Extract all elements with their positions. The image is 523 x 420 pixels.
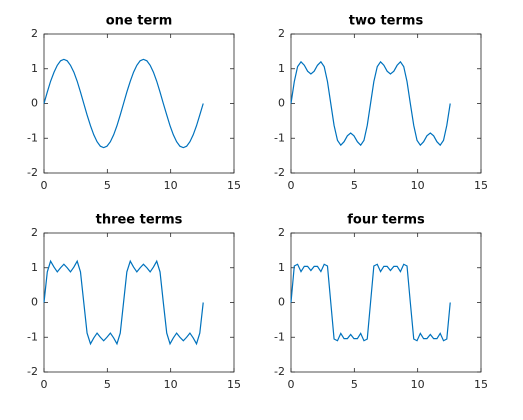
x-tick-label: 15	[474, 179, 488, 192]
x-tick-label: 0	[41, 378, 48, 391]
x-tick-label: 0	[288, 179, 295, 192]
line	[43, 259, 204, 346]
y-tick-label: 0	[278, 296, 285, 309]
x-tick-label: 15	[227, 179, 241, 192]
y-tick-label: -2	[27, 365, 38, 378]
x-tick-label: 0	[41, 179, 48, 192]
x-tick-label: 5	[351, 378, 358, 391]
x-tick-label: 5	[104, 378, 111, 391]
y-tick-label: -1	[27, 330, 38, 343]
chart-title: two terms	[349, 14, 424, 29]
y-tick-label: 0	[31, 296, 38, 309]
y-tick-label: -2	[274, 166, 285, 179]
y-tick-label: -1	[27, 131, 38, 144]
y-tick-label: 2	[31, 27, 38, 40]
chart-title: three terms	[96, 213, 183, 228]
line	[290, 263, 451, 342]
y-tick-label: 1	[278, 261, 285, 274]
y-tick-label: 0	[31, 97, 38, 110]
chart-title: four terms	[347, 213, 425, 228]
y-tick-label: 1	[31, 261, 38, 274]
line	[290, 60, 451, 147]
y-tick-label: 0	[278, 97, 285, 110]
x-tick-label: 15	[227, 378, 241, 391]
x-tick-label: 5	[104, 179, 111, 192]
x-tick-label: 5	[351, 179, 358, 192]
y-tick-label: 2	[278, 226, 285, 239]
y-tick-label: -2	[274, 365, 285, 378]
x-tick-label: 0	[288, 378, 295, 391]
y-tick-label: 2	[31, 226, 38, 239]
y-tick-label: -2	[27, 166, 38, 179]
axes-box	[43, 33, 235, 174]
chart-title: one term	[106, 14, 173, 29]
y-tick-label: -1	[274, 131, 285, 144]
axes-box	[290, 232, 482, 373]
x-tick-label: 10	[164, 378, 178, 391]
line	[43, 58, 204, 149]
y-tick-label: 2	[278, 27, 285, 40]
axes-box	[43, 232, 235, 373]
x-tick-label: 10	[411, 179, 425, 192]
x-tick-label: 10	[164, 179, 178, 192]
x-tick-label: 15	[474, 378, 488, 391]
y-tick-label: 1	[31, 62, 38, 75]
x-tick-label: 10	[411, 378, 425, 391]
y-tick-label: 1	[278, 62, 285, 75]
y-tick-label: -1	[274, 330, 285, 343]
axes-box	[290, 33, 482, 174]
